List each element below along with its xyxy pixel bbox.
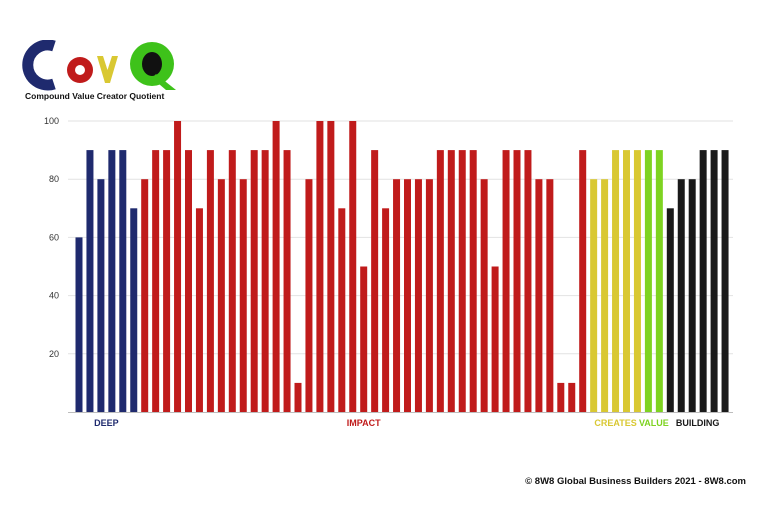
bar — [623, 150, 630, 412]
bar — [688, 179, 696, 412]
bar — [163, 150, 171, 412]
y-tick-label: 100 — [44, 116, 59, 126]
bar — [217, 179, 225, 412]
bar — [666, 208, 674, 412]
group-label-value: VALUE — [639, 418, 669, 428]
bar — [469, 150, 477, 412]
bar — [250, 150, 258, 412]
bar — [546, 179, 554, 412]
bar — [195, 208, 203, 412]
bar — [130, 208, 138, 412]
bar — [699, 150, 707, 412]
group-labels: DEEP IMPACT CREATES VALUE BUILDING — [94, 418, 719, 428]
bar — [382, 208, 390, 412]
bar — [371, 150, 379, 412]
bar — [393, 179, 401, 412]
bar — [141, 179, 149, 412]
logo-subtitle: Compound Value Creator Quotient — [25, 91, 165, 101]
bar — [261, 150, 269, 412]
bar — [491, 266, 499, 412]
y-tick-label: 80 — [49, 174, 59, 184]
bar — [458, 150, 466, 412]
bar — [524, 150, 532, 412]
y-tick-label: 60 — [49, 232, 59, 242]
group-label-impact: IMPACT — [347, 418, 381, 428]
bar — [710, 150, 718, 412]
bar — [404, 179, 411, 412]
bar — [721, 150, 729, 412]
y-tick-label: 20 — [49, 349, 59, 359]
bar — [86, 150, 94, 412]
bar — [294, 382, 302, 412]
bar — [557, 382, 565, 412]
bar — [644, 150, 652, 412]
bar — [513, 150, 521, 412]
bar — [601, 179, 609, 412]
group-label-deep: DEEP — [94, 418, 119, 428]
covq-logo — [22, 40, 176, 91]
group-label-building: BUILDING — [676, 418, 720, 428]
bar — [633, 150, 641, 412]
bar — [425, 179, 433, 412]
bar — [316, 121, 324, 412]
bar — [502, 150, 510, 412]
bar — [338, 208, 346, 412]
bar — [97, 179, 105, 412]
bar — [75, 237, 83, 412]
bar — [305, 179, 313, 412]
bar — [349, 121, 357, 412]
bar — [174, 121, 182, 412]
y-axis-ticks: 20 40 60 80 100 — [44, 116, 59, 359]
bar — [239, 179, 247, 412]
bar — [152, 150, 160, 412]
bar — [185, 150, 192, 412]
bars — [75, 121, 729, 412]
bar — [612, 150, 620, 412]
bar — [535, 179, 543, 412]
bar — [447, 150, 455, 412]
bar — [360, 266, 368, 412]
bar — [480, 179, 488, 412]
bar — [327, 121, 335, 412]
y-tick-label: 40 — [49, 291, 59, 301]
bar — [119, 150, 127, 412]
bar — [228, 150, 236, 412]
copyright-footer: © 8W8 Global Business Builders 2021 - 8W… — [525, 476, 746, 487]
bar — [436, 150, 444, 412]
group-label-creates: CREATES — [594, 418, 636, 428]
bar — [590, 179, 598, 412]
bar — [677, 179, 685, 412]
bar — [579, 150, 587, 412]
bar — [108, 150, 116, 412]
bar — [568, 382, 576, 412]
bar — [206, 150, 214, 412]
bar — [272, 121, 280, 412]
bar — [655, 150, 663, 412]
bar — [414, 179, 422, 412]
bar — [283, 150, 291, 412]
